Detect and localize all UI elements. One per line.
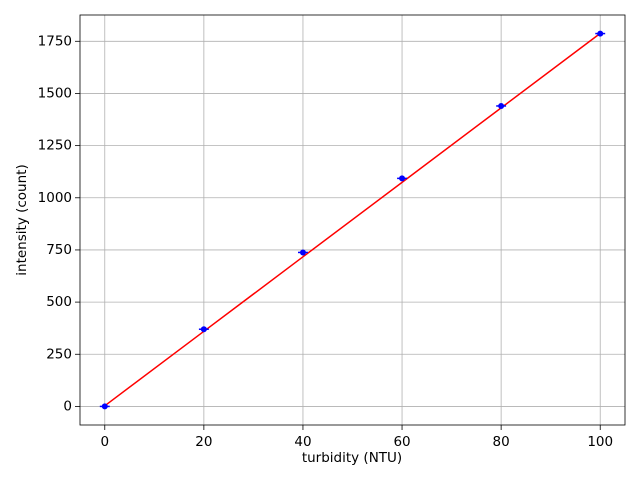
x-tick-label: 0 [100, 434, 109, 450]
y-tick-label: 1500 [38, 85, 72, 101]
data-point [200, 326, 207, 333]
x-tick-label: 100 [587, 434, 613, 450]
x-tick-label: 60 [393, 434, 410, 450]
y-tick-label: 750 [46, 242, 72, 258]
y-tick-label: 250 [46, 346, 72, 362]
plot-frame [79, 14, 626, 426]
x-tick-label: 20 [195, 434, 212, 450]
x-axis-label: turbidity (NTU) [302, 450, 402, 466]
y-tick-label: 1750 [38, 33, 72, 49]
data-point [299, 249, 306, 256]
data-point [399, 175, 406, 182]
y-tick-label: 1000 [38, 190, 72, 206]
data-point [498, 102, 505, 109]
y-tick-label: 500 [46, 294, 72, 310]
y-axis-label: intensity (count) [14, 164, 30, 275]
data-point [101, 403, 108, 410]
data-point [597, 30, 604, 37]
fit-line [104, 32, 601, 407]
x-tick-label: 80 [493, 434, 510, 450]
y-tick-label: 1250 [38, 138, 72, 154]
y-tick-label: 0 [63, 398, 72, 414]
x-tick-label: 40 [294, 434, 311, 450]
